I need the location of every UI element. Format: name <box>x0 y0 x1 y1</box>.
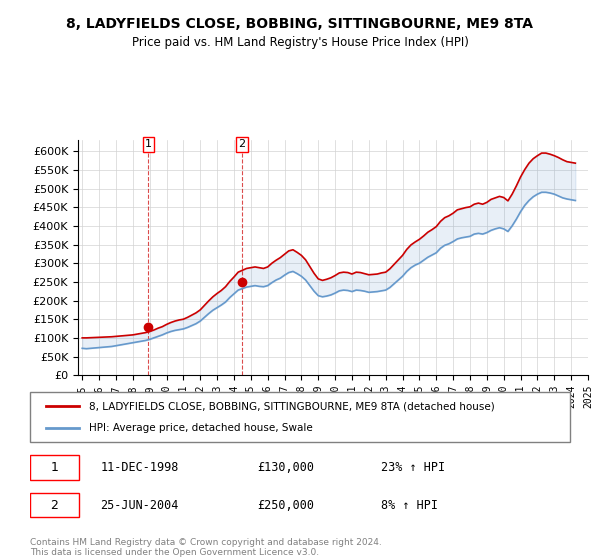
Text: 2: 2 <box>238 139 245 150</box>
Text: £130,000: £130,000 <box>257 461 314 474</box>
Text: 8, LADYFIELDS CLOSE, BOBBING, SITTINGBOURNE, ME9 8TA: 8, LADYFIELDS CLOSE, BOBBING, SITTINGBOU… <box>67 17 533 31</box>
Text: 8% ↑ HPI: 8% ↑ HPI <box>381 499 438 512</box>
Text: 8, LADYFIELDS CLOSE, BOBBING, SITTINGBOURNE, ME9 8TA (detached house): 8, LADYFIELDS CLOSE, BOBBING, SITTINGBOU… <box>89 401 495 411</box>
FancyBboxPatch shape <box>30 493 79 517</box>
Text: 11-DEC-1998: 11-DEC-1998 <box>100 461 179 474</box>
Text: HPI: Average price, detached house, Swale: HPI: Average price, detached house, Swal… <box>89 423 313 433</box>
Text: 23% ↑ HPI: 23% ↑ HPI <box>381 461 445 474</box>
FancyBboxPatch shape <box>30 392 570 442</box>
Text: Contains HM Land Registry data © Crown copyright and database right 2024.
This d: Contains HM Land Registry data © Crown c… <box>30 538 382 557</box>
Text: Price paid vs. HM Land Registry's House Price Index (HPI): Price paid vs. HM Land Registry's House … <box>131 36 469 49</box>
Text: 2: 2 <box>50 499 58 512</box>
FancyBboxPatch shape <box>30 455 79 479</box>
Text: £250,000: £250,000 <box>257 499 314 512</box>
Text: 1: 1 <box>50 461 58 474</box>
Text: 1: 1 <box>145 139 152 150</box>
Text: 25-JUN-2004: 25-JUN-2004 <box>100 499 179 512</box>
